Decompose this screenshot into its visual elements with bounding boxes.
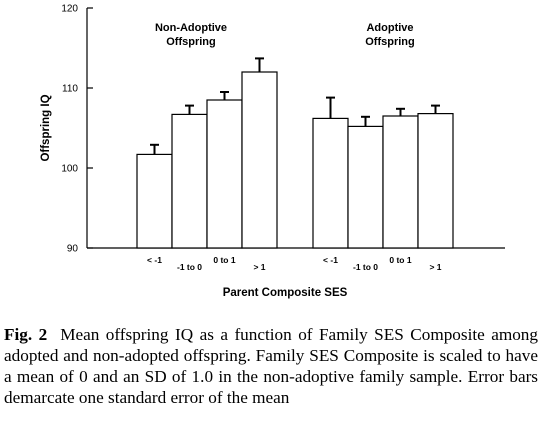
group-label: Offspring (166, 36, 216, 48)
bar (171, 113, 208, 249)
category-label: 0 to 1 (213, 255, 235, 265)
group-label: Non-Adoptive (155, 22, 227, 34)
category-label: < -1 (323, 255, 338, 265)
y-tick-label: 100 (61, 164, 78, 175)
category-label: -1 to 0 (353, 262, 378, 272)
bar (312, 117, 349, 249)
bar (136, 153, 173, 249)
chart-labels: 90 100 110 120 Offspring IQ Parent Composite … (40, 4, 442, 300)
y-axis-title: Offspring IQ (40, 94, 52, 161)
y-tick-label: 110 (62, 84, 78, 95)
figure-caption: Fig. 2 Mean offspring IQ as a function o… (4, 324, 538, 408)
category-label: > 1 (253, 262, 265, 272)
x-axis-title: Parent Composite SES (223, 287, 348, 299)
caption-text: Mean offspring IQ as a function of Famil… (4, 325, 538, 407)
bar (241, 71, 278, 249)
category-label: < -1 (147, 255, 162, 265)
caption-label: Fig. 2 (4, 325, 48, 344)
y-tick-label: 120 (61, 4, 78, 15)
category-label: -1 to 0 (177, 262, 202, 272)
group-label: Adoptive (366, 22, 413, 34)
category-label: > 1 (429, 262, 441, 272)
category-label: 0 to 1 (389, 255, 411, 265)
bar (417, 112, 454, 249)
bar (382, 115, 419, 249)
group-label: Offspring (365, 36, 415, 48)
bar (206, 99, 243, 249)
chart-bars (136, 57, 454, 249)
y-tick-label: 90 (67, 244, 79, 255)
bar (347, 125, 384, 249)
bar-chart: 90 100 110 120 Offspring IQ Parent Composite … (40, 4, 505, 300)
